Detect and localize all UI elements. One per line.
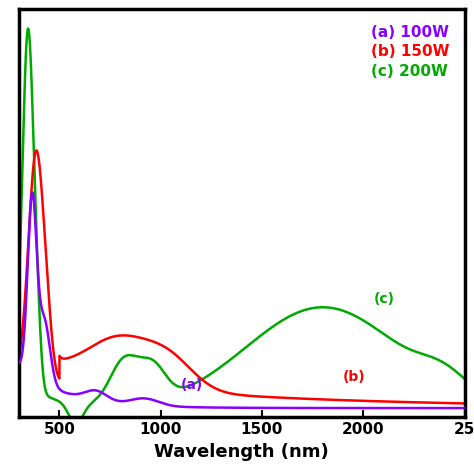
Text: (b): (b) bbox=[343, 370, 365, 384]
Legend: (a) 100W, (b) 150W, (c) 200W: (a) 100W, (b) 150W, (c) 200W bbox=[363, 17, 457, 87]
Text: (c): (c) bbox=[374, 292, 394, 306]
Text: (a): (a) bbox=[181, 378, 203, 392]
X-axis label: Wavelength (nm): Wavelength (nm) bbox=[155, 443, 329, 461]
